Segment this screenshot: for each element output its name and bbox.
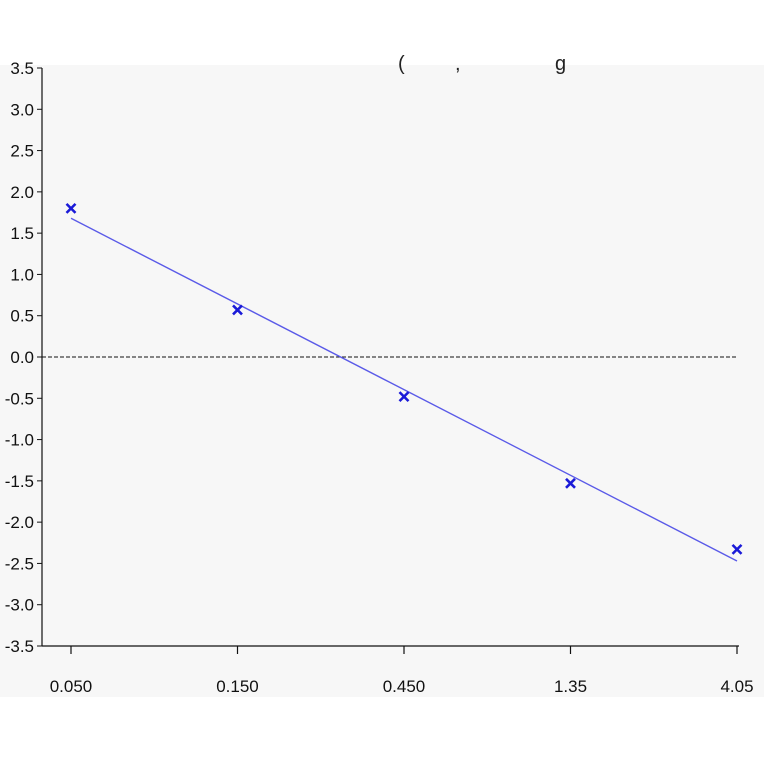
svg-text:,: , [455,53,461,75]
x-tick-label: 4.05 [720,677,753,696]
svg-text:g: g [555,53,566,75]
svg-text:(: ( [398,53,405,75]
y-axis-ticks: 3.5 3.0 2.5 2.0 1.5 1.0 0.5 0.0 -0.5 -1.0 -1.5 -2.0… [5,59,42,656]
x-tick-label: 0.450 [383,677,426,696]
y-tick-label: -1.5 [5,472,34,491]
data-point [232,304,243,316]
y-tick-label: -3.0 [5,596,34,615]
data-point [731,543,743,555]
x-axis-ticks: 0.050 0.150 0.450 1.35 4.05 [50,646,754,696]
y-tick-label: 2.5 [10,142,34,161]
y-tick-label: 3.5 [10,59,34,78]
y-tick-label: -1.0 [5,431,34,450]
y-tick-label: -0.5 [5,389,34,408]
plot-area [0,65,764,697]
y-tick-label: -2.5 [5,554,34,573]
x-tick-label: 1.35 [554,677,587,696]
y-tick-label: 0.5 [10,307,34,326]
y-tick-label: -2.0 [5,513,34,532]
y-tick-label: 1.0 [10,265,34,284]
x-tick-label: 0.150 [216,677,259,696]
y-tick-label: 0.0 [10,348,34,367]
fit-line [70,217,738,562]
y-tick-label: 1.5 [10,224,34,243]
fit-lines [70,217,738,562]
x-tick-label: 0.050 [50,677,93,696]
clipped-chart-title: ( , g [398,53,566,75]
y-tick-label: 2.0 [10,183,34,202]
data-point [565,477,576,489]
data-points [65,202,743,555]
data-point [65,202,77,214]
y-tick-label: -3.5 [5,637,34,656]
data-point [398,391,410,403]
y-tick-label: 3.0 [10,100,34,119]
